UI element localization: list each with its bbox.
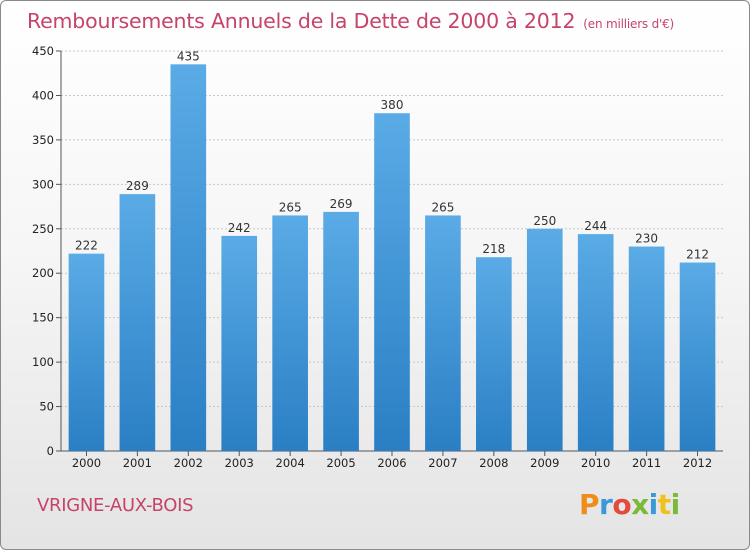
bar-2004 — [272, 215, 308, 451]
value-label-2004: 265 — [279, 200, 302, 214]
x-tick-label-2000: 2000 — [72, 456, 101, 470]
x-tick-label-2004: 2004 — [276, 456, 305, 470]
value-label-2006: 380 — [381, 98, 404, 112]
x-tick-label-2005: 2005 — [326, 456, 355, 470]
bar-2011 — [628, 246, 665, 451]
bars — [68, 64, 716, 452]
value-label-2010: 244 — [584, 219, 607, 233]
value-label-2007: 265 — [431, 200, 454, 214]
value-label-2009: 250 — [533, 214, 556, 228]
x-tick-label-2002: 2002 — [174, 456, 203, 470]
x-tick-label-2010: 2010 — [581, 456, 610, 470]
bar-2009 — [526, 228, 563, 451]
value-label-2005: 269 — [330, 197, 353, 211]
value-label-2011: 230 — [635, 232, 658, 246]
proxiti-logo: Proxiti — [579, 488, 680, 521]
y-tick-label: 50 — [39, 400, 54, 414]
y-tick-label: 200 — [32, 266, 54, 280]
chart-subtitle: (en milliers d'€) — [583, 17, 675, 31]
bar-2000 — [68, 253, 105, 451]
y-tick-label: 300 — [32, 177, 54, 191]
y-tick-label: 350 — [32, 133, 54, 147]
x-tick-label-2007: 2007 — [428, 456, 457, 470]
x-tick-label-2011: 2011 — [632, 456, 661, 470]
x-tick-label-2008: 2008 — [479, 456, 508, 470]
y-tick-label: 400 — [32, 88, 54, 102]
bar-2003 — [221, 235, 258, 451]
y-tick-label: 100 — [32, 355, 54, 369]
value-label-2000: 222 — [75, 239, 98, 253]
y-tick-label: 450 — [32, 44, 54, 58]
x-tick-label-2009: 2009 — [530, 456, 559, 470]
value-label-2001: 289 — [126, 179, 149, 193]
value-label-2012: 212 — [686, 248, 709, 262]
town-name: VRIGNE-AUX-BOIS — [37, 495, 194, 516]
bar-2007 — [425, 215, 461, 451]
chart-title: Remboursements Annuels de la Dette de 20… — [27, 9, 674, 33]
bar-2012 — [679, 262, 716, 451]
y-tick-label: 250 — [32, 222, 54, 236]
chart-title-text: Remboursements Annuels de la Dette de 20… — [27, 9, 576, 33]
x-tick-label-2001: 2001 — [123, 456, 152, 470]
labels: 0 50 100 150 200 250 300 350 400 450 222 2000 289 200… — [32, 44, 712, 470]
value-label-2008: 218 — [482, 242, 505, 256]
bar-2010 — [577, 234, 614, 451]
value-label-2003: 242 — [228, 221, 251, 235]
bar-2006 — [374, 113, 410, 451]
x-tick-label-2003: 2003 — [225, 456, 254, 470]
value-label-2002: 435 — [177, 49, 200, 63]
bar-2008 — [476, 257, 512, 451]
y-tick-label: 150 — [32, 311, 54, 325]
bar-2001 — [119, 194, 156, 451]
bar-2002 — [170, 64, 207, 452]
x-tick-label-2006: 2006 — [377, 456, 406, 470]
bar-2005 — [323, 211, 359, 451]
y-tick-label: 0 — [47, 444, 54, 458]
x-tick-label-2012: 2012 — [683, 456, 712, 470]
